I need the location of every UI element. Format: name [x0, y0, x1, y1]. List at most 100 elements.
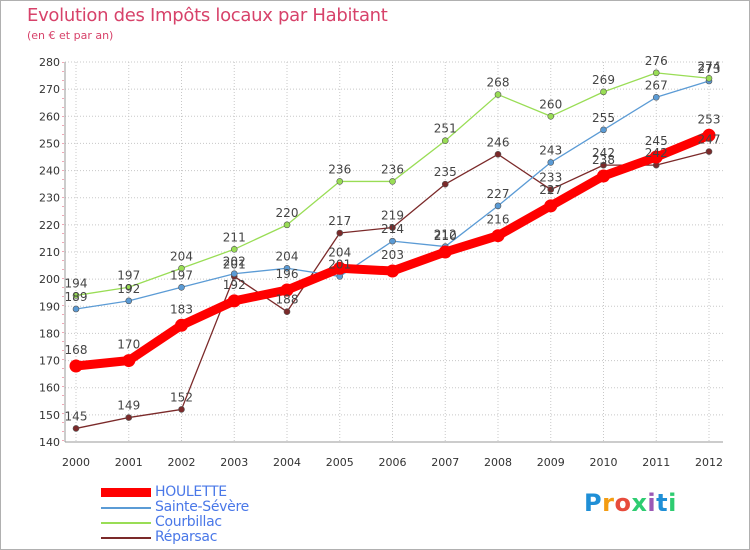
data-point-sainte-severe: [178, 283, 185, 291]
data-label-reparsac: 233: [539, 171, 562, 185]
y-tick-label: 260: [39, 110, 60, 123]
data-point-sainte-severe: [494, 202, 502, 210]
x-tick-label: 2012: [695, 456, 723, 469]
data-label-sainte-severe: 212: [434, 228, 457, 242]
x-tick-label: 2005: [326, 456, 354, 469]
data-label-reparsac: 201: [223, 257, 246, 271]
y-tick-label: 210: [39, 246, 60, 259]
y-tick-label: 140: [39, 436, 60, 449]
data-point-houlette: [649, 150, 663, 164]
data-point-reparsac: [283, 308, 291, 316]
data-label-reparsac: 188: [276, 293, 299, 307]
legend-swatch-sainte-severe: [101, 507, 151, 509]
logo-letter: t: [656, 489, 669, 517]
data-point-courbillac: [336, 178, 344, 185]
data-label-reparsac: 149: [117, 399, 140, 413]
data-label-reparsac: 235: [434, 165, 457, 179]
x-tick-label: 2011: [642, 456, 670, 469]
data-point-courbillac: [178, 264, 185, 272]
data-label-houlette: 238: [592, 153, 615, 167]
data-label-houlette: 216: [487, 213, 510, 227]
y-tick-label: 280: [39, 56, 60, 69]
data-label-reparsac: 145: [65, 409, 88, 423]
data-point-reparsac: [72, 425, 80, 432]
x-tick-label: 2001: [115, 456, 143, 469]
data-point-houlette: [702, 128, 716, 142]
data-point-courbillac: [230, 245, 238, 253]
data-label-reparsac: 246: [487, 135, 510, 149]
data-label-houlette: 196: [276, 267, 299, 281]
y-tick-label: 160: [39, 382, 60, 395]
data-label-houlette: 170: [117, 338, 140, 352]
data-label-sainte-severe: 227: [487, 187, 510, 201]
data-point-sainte-severe: [600, 126, 607, 134]
logo-letter: P: [584, 489, 603, 517]
data-point-sainte-severe: [72, 305, 80, 313]
data-label-courbillac: 269: [592, 73, 615, 87]
data-label-reparsac: 219: [381, 209, 404, 223]
data-point-sainte-severe: [652, 93, 660, 101]
data-label-sainte-severe: 189: [65, 290, 88, 304]
x-tick-label: 2010: [590, 456, 618, 469]
logo-letter: r: [602, 489, 615, 517]
logo-letter: o: [614, 489, 632, 517]
x-tick-label: 2004: [273, 456, 301, 469]
data-point-sainte-severe: [283, 264, 291, 272]
data-label-sainte-severe: 243: [539, 143, 562, 157]
data-point-courbillac: [652, 69, 660, 77]
y-tick-label: 170: [39, 355, 60, 368]
data-label-reparsac: 247: [698, 133, 721, 147]
data-label-houlette: 192: [223, 278, 246, 292]
data-point-houlette: [280, 283, 294, 297]
y-tick-label: 240: [39, 165, 60, 178]
data-point-reparsac: [125, 414, 133, 421]
data-point-houlette: [175, 318, 188, 332]
legend-label-houlette: HOULETTE: [155, 484, 227, 500]
data-point-reparsac: [494, 150, 502, 158]
data-label-sainte-severe: 202: [223, 255, 246, 269]
plot-area: [65, 62, 723, 442]
data-label-houlette: 227: [539, 183, 562, 197]
logo-letter: i: [668, 489, 677, 517]
legend-label-courbillac: Courbillac: [155, 514, 222, 530]
data-point-sainte-severe: [230, 270, 238, 278]
x-tick-label: 2003: [220, 456, 248, 469]
data-label-courbillac: 274: [698, 59, 721, 73]
data-label-courbillac: 268: [487, 76, 510, 90]
data-label-houlette: 203: [381, 248, 404, 262]
data-point-reparsac: [441, 180, 449, 188]
data-label-courbillac: 194: [65, 276, 88, 290]
data-point-courbillac: [494, 91, 502, 98]
data-label-sainte-severe: 201: [328, 257, 351, 271]
data-label-sainte-severe: 267: [645, 78, 668, 92]
y-tick-label: 270: [39, 83, 60, 96]
y-tick-label: 250: [39, 137, 60, 150]
chart-subtitle: (en € et par an): [27, 29, 114, 42]
data-point-houlette: [544, 199, 558, 213]
data-label-sainte-severe: 204: [276, 249, 299, 263]
data-point-houlette: [122, 354, 136, 368]
data-label-reparsac: 242: [592, 146, 615, 160]
data-point-sainte-severe: [389, 237, 396, 245]
data-point-sainte-severe: [125, 297, 133, 305]
data-label-houlette: 245: [645, 134, 668, 148]
data-label-reparsac: 242: [645, 146, 668, 160]
data-point-reparsac: [389, 224, 396, 231]
data-point-courbillac: [441, 137, 449, 145]
y-tick-label: 220: [39, 219, 60, 232]
legend-label-reparsac: Réparsac: [155, 529, 218, 545]
data-point-courbillac: [125, 283, 133, 291]
data-label-houlette: 210: [434, 229, 457, 243]
chart-title: Evolution des Impôts locaux par Habitant: [27, 5, 388, 26]
data-point-reparsac: [178, 406, 185, 413]
data-label-houlette: 183: [170, 302, 193, 316]
y-tick-label: 230: [39, 192, 60, 205]
data-point-houlette: [597, 169, 610, 183]
logo-letter: i: [647, 489, 657, 517]
data-point-houlette: [386, 264, 399, 278]
y-tick-label: 200: [39, 273, 60, 286]
data-label-houlette: 168: [65, 343, 88, 357]
data-point-houlette: [438, 245, 452, 259]
